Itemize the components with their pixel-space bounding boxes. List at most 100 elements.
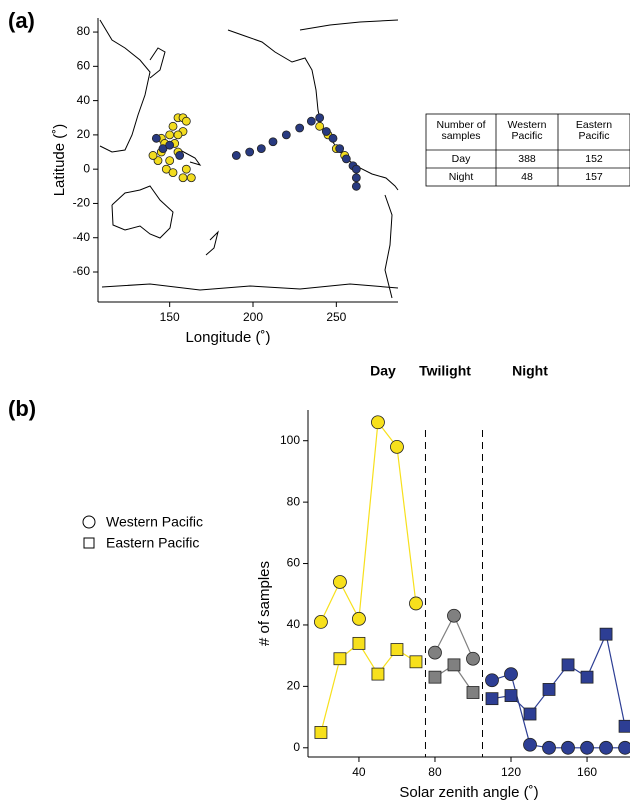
phase-label: Night — [512, 363, 548, 379]
sample-point — [148, 151, 158, 160]
data-point — [447, 658, 461, 672]
data-point — [504, 689, 518, 702]
data-point — [504, 667, 518, 681]
data-point — [409, 655, 423, 669]
x-tick-label: 200 — [243, 310, 263, 324]
y-tick-label: 20 — [287, 679, 301, 693]
sample-point — [165, 156, 175, 165]
y-tick-label: -60 — [73, 264, 91, 278]
x-axis-label: Solar zenith angle (˚) — [399, 784, 538, 801]
x-tick-label: 40 — [352, 765, 366, 779]
sample-point — [351, 173, 361, 183]
data-point — [523, 737, 537, 752]
sample-point — [328, 133, 338, 143]
x-axis-label: Longitude (˚) — [185, 329, 270, 346]
sample-point — [351, 181, 361, 191]
x-tick-label: 160 — [577, 765, 597, 779]
data-point — [333, 652, 347, 666]
data-point — [352, 636, 366, 650]
sample-point — [245, 147, 255, 157]
legend-marker — [83, 537, 95, 549]
data-point — [466, 651, 480, 666]
data-point — [371, 415, 385, 430]
sample-point — [231, 151, 241, 160]
phase-label: Twilight — [419, 363, 471, 379]
data-point — [618, 740, 630, 755]
x-tick-label: 120 — [501, 765, 521, 779]
sample-point — [165, 140, 175, 150]
sample-point — [335, 144, 345, 154]
data-point — [561, 740, 575, 755]
table-header: Number of samples — [436, 119, 485, 142]
y-tick-label: 40 — [287, 617, 301, 631]
x-tick-label: 80 — [428, 765, 442, 779]
data-point — [485, 692, 499, 706]
y-tick-label: 0 — [293, 740, 300, 754]
legend: Western Pacific Eastern Pacific — [82, 514, 203, 551]
data-point — [542, 683, 556, 696]
data-point — [466, 686, 480, 699]
sample-point — [351, 164, 361, 174]
data-point — [390, 643, 404, 656]
y-tick-label: 80 — [77, 24, 91, 38]
data-point — [314, 614, 328, 629]
data-point — [599, 627, 613, 641]
legend-label: Eastern Pacific — [106, 535, 199, 551]
sample-point — [173, 130, 183, 140]
series-line — [491, 673, 626, 749]
data-point — [428, 645, 442, 660]
data-point — [390, 439, 404, 454]
sample-point — [315, 121, 325, 131]
y-tick-label: -20 — [73, 196, 91, 210]
sample-point — [315, 113, 325, 123]
data-point — [485, 673, 499, 688]
coastlines — [99, 19, 399, 299]
sample-point — [181, 116, 191, 126]
data-point — [314, 726, 328, 739]
y-axis-label: # of samples — [256, 561, 273, 646]
x-tick-label: 150 — [160, 310, 180, 324]
sample-point — [151, 133, 161, 143]
data-point — [371, 667, 385, 681]
x-tick-label: 250 — [326, 310, 346, 324]
y-tick-label: 0 — [83, 161, 90, 175]
sample-point — [181, 164, 191, 174]
sample-point — [178, 173, 188, 183]
series-line — [320, 420, 417, 623]
legend-marker — [82, 515, 96, 529]
data-point — [352, 611, 366, 626]
sample-point — [306, 116, 316, 126]
table-cell: 388 — [518, 153, 536, 165]
sample-point — [268, 137, 278, 147]
sample-point — [168, 168, 178, 177]
y-tick-label: 40 — [77, 93, 91, 107]
data-table — [425, 113, 630, 187]
data-point — [523, 707, 537, 721]
data-point — [561, 658, 575, 672]
sample-point — [168, 121, 178, 131]
legend-label: Western Pacific — [106, 514, 203, 530]
y-tick-label: 20 — [77, 127, 91, 141]
data-point — [618, 719, 630, 733]
sample-point — [341, 154, 351, 164]
table-cell: 152 — [585, 153, 603, 165]
y-tick-label: -40 — [73, 230, 91, 244]
data-point — [542, 740, 556, 755]
sample-point — [175, 151, 185, 160]
table-cell: Day — [452, 153, 471, 165]
y-tick-label: 100 — [280, 433, 300, 447]
table-cell: Night — [449, 171, 474, 183]
sample-point — [256, 144, 266, 154]
data-point — [333, 575, 347, 589]
y-axis-label: Latitude (˚) — [51, 124, 68, 197]
sample-point — [186, 173, 196, 183]
data-point — [580, 670, 594, 684]
y-tick-label: 60 — [77, 59, 91, 73]
data-point — [599, 740, 613, 755]
y-tick-label: 60 — [287, 556, 301, 570]
sample-point — [295, 123, 305, 133]
data-point — [580, 740, 594, 755]
panel-label: (a) — [8, 8, 35, 33]
table-header: Western Pacific — [508, 119, 547, 142]
